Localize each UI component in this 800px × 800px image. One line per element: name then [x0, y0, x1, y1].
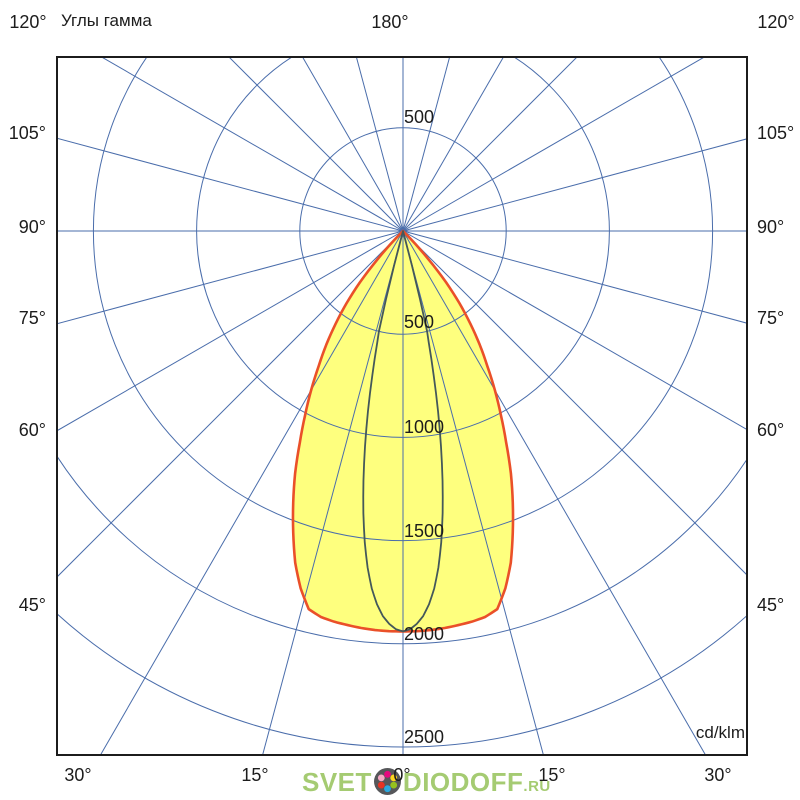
angle-label-bottom: 0° [393, 765, 410, 785]
angle-label-right: 75° [757, 308, 784, 328]
angle-label-left: 90° [19, 217, 46, 237]
grid-ray [402, 57, 706, 232]
radial-tick-label: 2000 [404, 624, 444, 644]
angle-label-left: 45° [19, 595, 46, 615]
angle-label-left: 75° [19, 308, 46, 328]
grid-ray [57, 230, 404, 432]
grid-ray [355, 57, 404, 232]
grid-ray [402, 230, 707, 755]
logo-dot [377, 781, 385, 789]
grid-ray [402, 57, 505, 232]
watermark-logo-icon [373, 768, 401, 795]
grid-ray [57, 230, 404, 325]
radial-tick-label: 500 [404, 107, 434, 127]
page-title: Углы гамма [61, 11, 152, 30]
grid-ray [301, 57, 404, 232]
angle-label-left: 105° [9, 123, 46, 143]
grid-ray [57, 230, 404, 578]
angle-label-top: 180° [371, 12, 408, 32]
grid-ray [57, 137, 404, 232]
angle-label-top: 120° [9, 12, 46, 32]
grid-ray [402, 138, 747, 232]
angle-label-left: 60° [19, 420, 46, 440]
watermark-text-right: DIODOFF [402, 766, 524, 797]
unit-label: cd/klm [695, 723, 745, 742]
radial-tick-label: 1000 [404, 417, 444, 437]
angle-label-bottom: 30° [704, 765, 731, 785]
grid-ray [402, 230, 747, 431]
angle-label-right: 90° [757, 217, 784, 237]
logo-dot [384, 785, 391, 793]
angle-label-right: 45° [757, 595, 784, 615]
grid-ray [402, 230, 747, 324]
radial-tick-label: 1500 [404, 521, 444, 541]
radial-tick-label: 500 [404, 312, 434, 332]
logo-dot [390, 781, 398, 789]
angle-label-bottom: 15° [538, 765, 565, 785]
logo-dot [377, 774, 385, 782]
radial-tick-label: 2500 [404, 727, 444, 747]
grid-ray [402, 57, 451, 232]
watermark: SVET DIODOFF .RU [302, 767, 551, 796]
watermark-text-left: SVET [302, 766, 372, 797]
grid-ray [228, 57, 404, 232]
watermark-tld: .RU [523, 778, 551, 795]
plot-frame [56, 56, 748, 756]
grid-ray [100, 57, 404, 232]
angle-label-right: 60° [757, 420, 784, 440]
logo-dot [390, 774, 398, 782]
angle-label-bottom: 15° [241, 765, 268, 785]
logo-dot [384, 770, 391, 778]
grid-ray [402, 230, 747, 576]
grid-ray [99, 230, 404, 755]
beam-curve-c90-c270 [362, 230, 444, 633]
grid-ray [402, 57, 578, 232]
angle-label-bottom: 30° [64, 765, 91, 785]
angle-label-right: 105° [757, 123, 794, 143]
angle-label-top: 120° [757, 12, 794, 32]
